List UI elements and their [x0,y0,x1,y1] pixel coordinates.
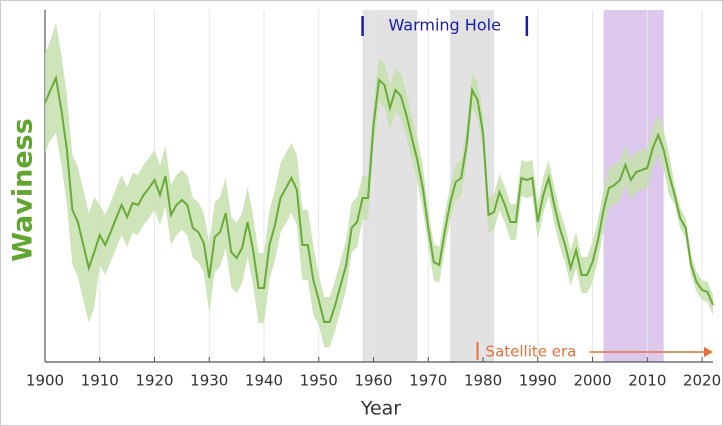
x-axis-label: Year [360,398,401,420]
arrow-head [704,347,713,357]
x-tick-label: 2020 [683,372,721,390]
x-tick-label: 1920 [135,372,173,390]
x-tick-label: 1960 [354,372,392,390]
x-tick-label: 1900 [26,372,64,390]
plot-area: 1900 1910 1920 1930 1940 1950 1960 1970 1980 1990… [26,10,721,390]
x-tick-label: 1930 [190,372,228,390]
x-tick-label: 2010 [628,372,666,390]
x-tick-label: 2000 [573,372,611,390]
annotation: Warming Hole [388,16,500,35]
x-tick-label: 1990 [519,372,557,390]
x-tick-label: 1940 [245,372,283,390]
y-axis-label: Waviness [8,118,39,262]
x-tick-label: 1970 [409,372,447,390]
highlight-span [362,10,418,362]
line [44,74,714,323]
x-tick-label: 1980 [464,372,502,390]
x-tick-label: 1910 [81,372,119,390]
annotation: Satellite era [486,343,577,361]
x-tick-label: 1950 [300,372,338,390]
confidence-band [45,23,713,347]
